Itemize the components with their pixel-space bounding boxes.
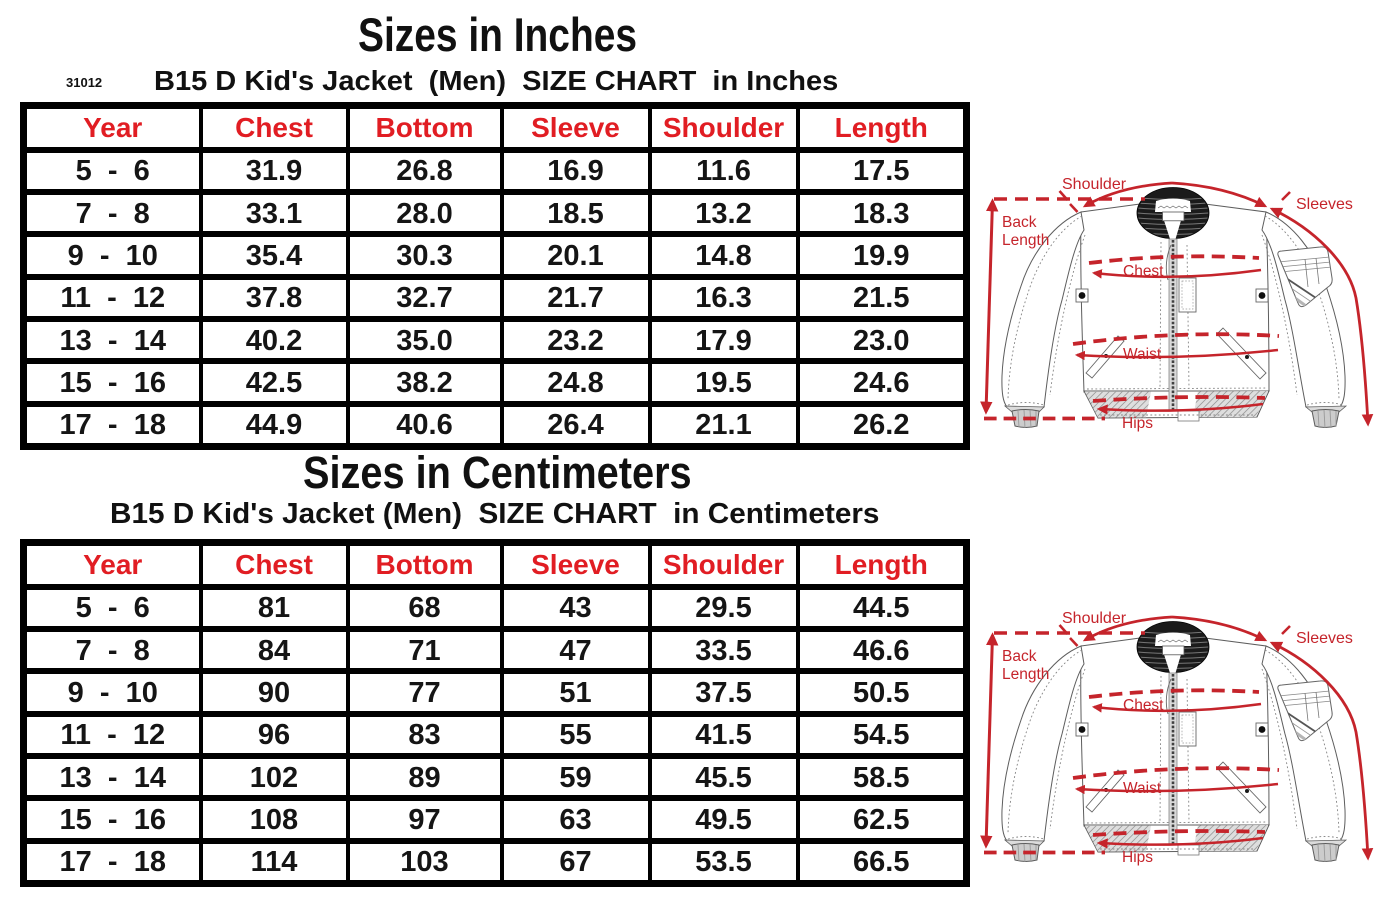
svg-text:Sleeves: Sleeves: [1296, 630, 1353, 647]
svg-text:Shoulder: Shoulder: [1062, 176, 1127, 193]
svg-text:Waist: Waist: [1123, 780, 1162, 797]
svg-text:Hips: Hips: [1122, 849, 1153, 866]
svg-text:Waist: Waist: [1123, 346, 1162, 363]
svg-text:Length: Length: [1002, 232, 1049, 249]
svg-text:Chest: Chest: [1123, 697, 1164, 714]
svg-text:Hips: Hips: [1122, 415, 1153, 432]
svg-text:Length: Length: [1002, 666, 1049, 683]
svg-text:Back: Back: [1002, 648, 1037, 665]
svg-text:Back: Back: [1002, 214, 1037, 231]
svg-text:Shoulder: Shoulder: [1062, 610, 1127, 627]
svg-text:Sleeves: Sleeves: [1296, 196, 1353, 213]
svg-text:Chest: Chest: [1123, 263, 1164, 280]
